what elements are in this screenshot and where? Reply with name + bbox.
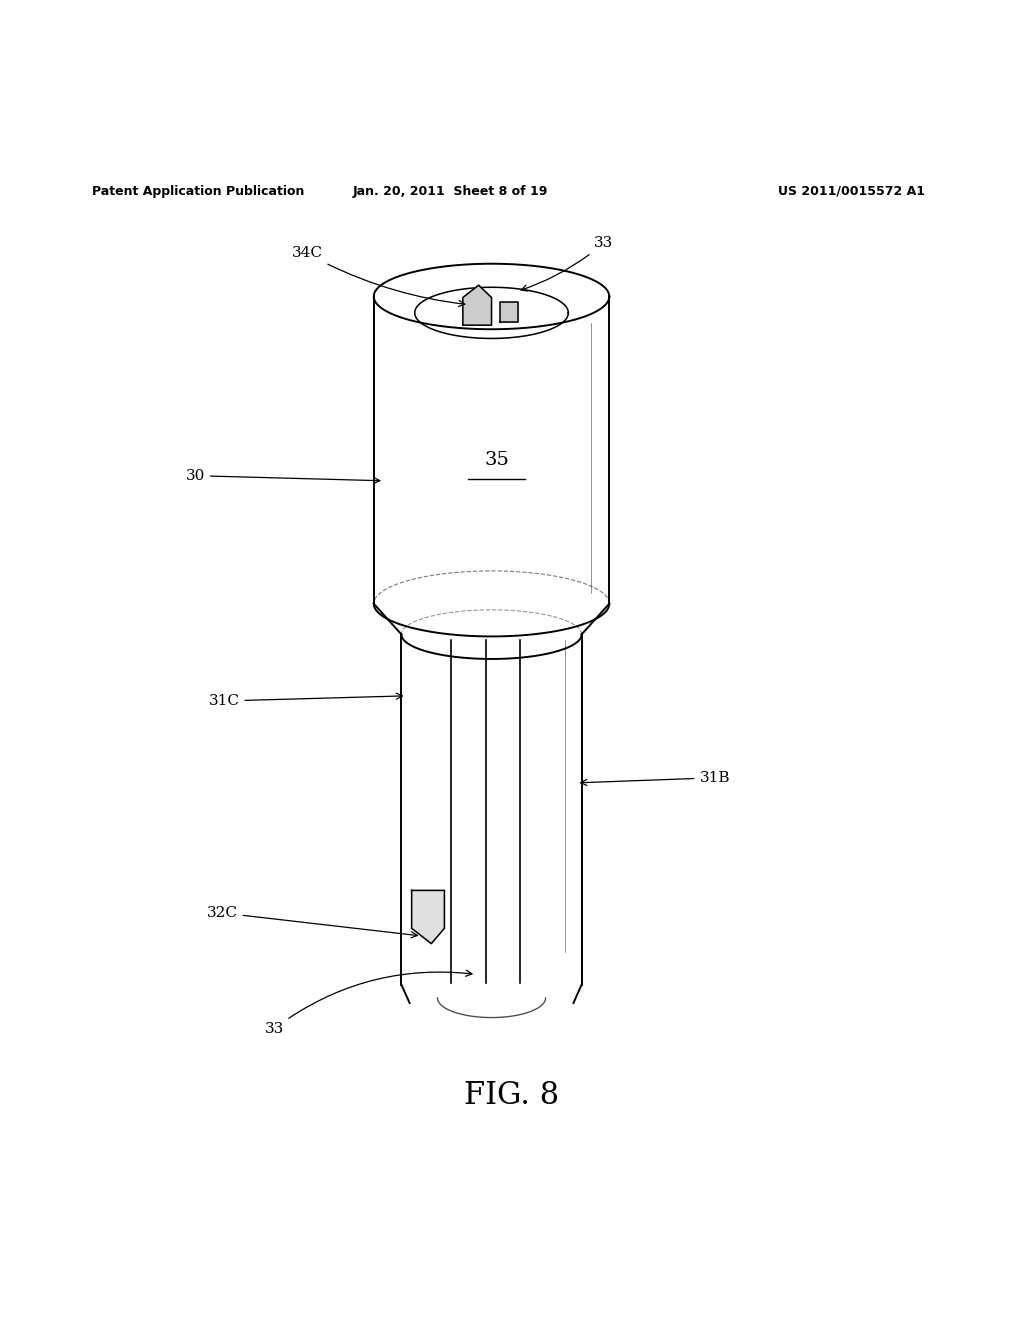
Text: 35: 35 <box>484 451 509 470</box>
Text: FIG. 8: FIG. 8 <box>465 1080 559 1110</box>
Text: 31C: 31C <box>209 693 402 708</box>
Text: 32C: 32C <box>207 906 418 937</box>
Text: 33: 33 <box>264 970 472 1036</box>
Text: Jan. 20, 2011  Sheet 8 of 19: Jan. 20, 2011 Sheet 8 of 19 <box>353 185 548 198</box>
Text: 30: 30 <box>185 469 380 483</box>
Text: 31B: 31B <box>581 771 730 785</box>
Polygon shape <box>412 891 444 944</box>
Text: Patent Application Publication: Patent Application Publication <box>92 185 304 198</box>
Text: 34C: 34C <box>292 247 465 306</box>
Polygon shape <box>500 301 518 322</box>
Polygon shape <box>463 285 492 325</box>
Text: 33: 33 <box>521 236 613 290</box>
Text: US 2011/0015572 A1: US 2011/0015572 A1 <box>778 185 926 198</box>
